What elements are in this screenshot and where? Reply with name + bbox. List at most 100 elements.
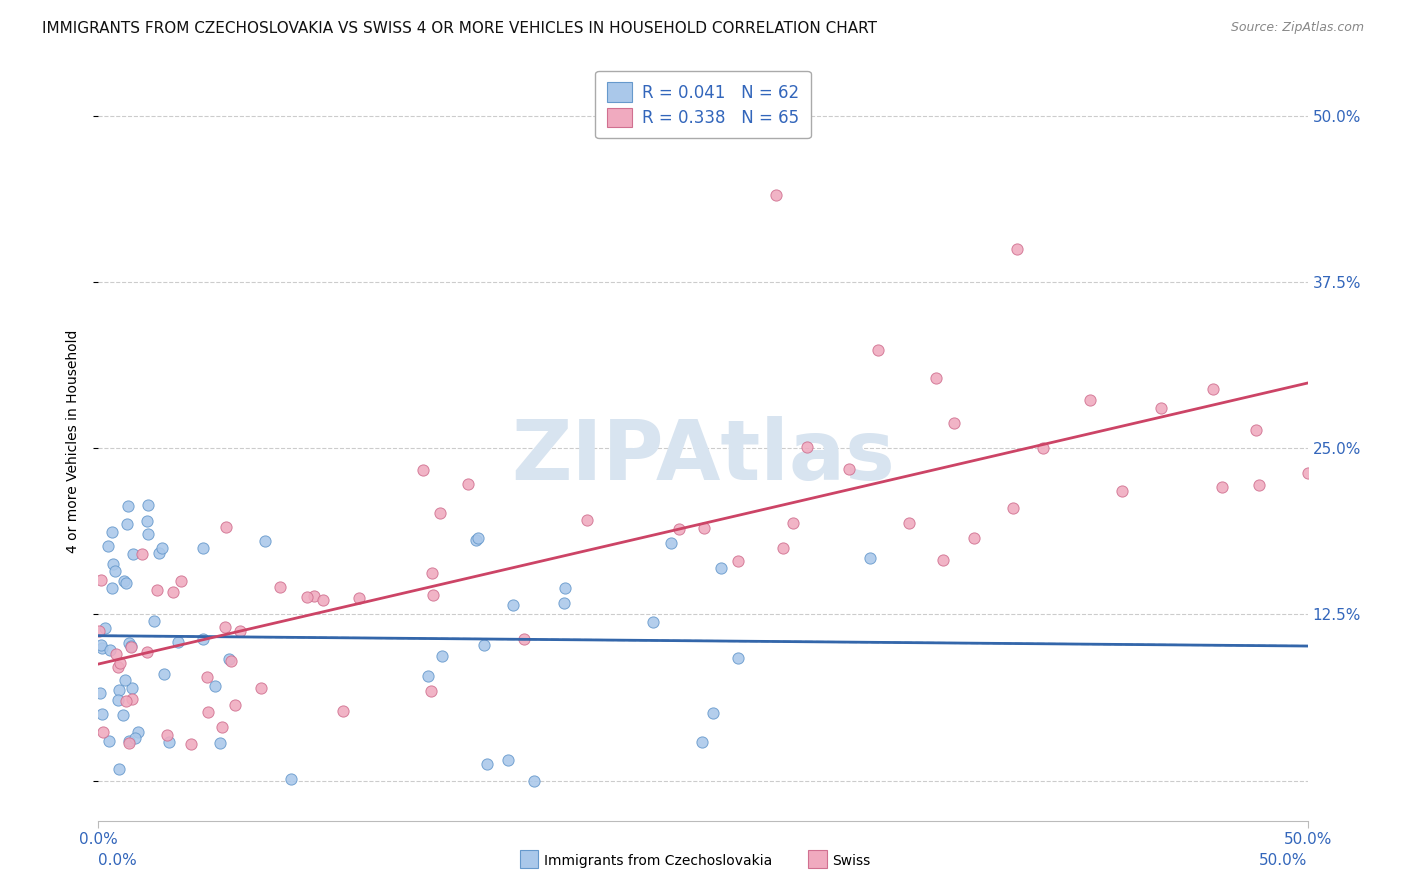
Point bbox=[104, 564, 127, 578]
Point bbox=[1111, 483, 1133, 498]
Point bbox=[127, 725, 149, 739]
Point bbox=[304, 590, 326, 604]
Point bbox=[962, 531, 984, 545]
Point bbox=[576, 513, 599, 527]
Point bbox=[1002, 500, 1025, 515]
Point bbox=[219, 654, 242, 668]
Point bbox=[112, 574, 135, 589]
Point bbox=[457, 477, 479, 491]
Point bbox=[136, 498, 159, 512]
Bar bbox=[808, 850, 827, 868]
Point bbox=[97, 540, 120, 554]
Point bbox=[553, 596, 575, 610]
Point bbox=[136, 527, 159, 541]
Point bbox=[214, 520, 236, 534]
Point bbox=[108, 683, 131, 698]
Point bbox=[1211, 480, 1233, 494]
Text: Swiss: Swiss bbox=[832, 854, 870, 868]
Point bbox=[727, 554, 749, 568]
Point bbox=[146, 582, 169, 597]
Point bbox=[114, 673, 136, 688]
Point bbox=[420, 566, 443, 580]
Point bbox=[118, 734, 141, 748]
Text: ZIPAtlas: ZIPAtlas bbox=[510, 417, 896, 497]
Point bbox=[866, 343, 889, 357]
Point bbox=[107, 659, 129, 673]
Text: 0.0%: 0.0% bbox=[98, 853, 138, 868]
Point bbox=[209, 736, 232, 750]
Point bbox=[418, 669, 440, 683]
Point bbox=[765, 188, 787, 202]
Point bbox=[166, 634, 188, 648]
Point bbox=[90, 573, 112, 587]
Point bbox=[295, 590, 318, 604]
Point bbox=[121, 681, 143, 695]
Point bbox=[419, 683, 441, 698]
Point bbox=[1032, 441, 1054, 455]
Point bbox=[107, 762, 129, 776]
Point bbox=[502, 598, 524, 612]
Point bbox=[107, 693, 129, 707]
Point bbox=[772, 541, 794, 555]
Point bbox=[101, 525, 124, 540]
Point bbox=[170, 574, 193, 589]
Point bbox=[1249, 478, 1271, 492]
Point bbox=[496, 754, 519, 768]
Point bbox=[117, 635, 139, 649]
Point bbox=[121, 692, 143, 706]
Point bbox=[943, 416, 966, 430]
Point bbox=[204, 679, 226, 693]
Point bbox=[191, 541, 214, 555]
Point bbox=[897, 516, 920, 531]
Point bbox=[796, 441, 818, 455]
Point bbox=[312, 592, 335, 607]
Point bbox=[98, 642, 121, 657]
Point bbox=[180, 737, 202, 751]
Point bbox=[153, 667, 176, 681]
Point bbox=[155, 728, 177, 742]
Text: 50.0%: 50.0% bbox=[1260, 853, 1308, 868]
Point bbox=[87, 624, 110, 638]
Point bbox=[97, 733, 120, 747]
Point bbox=[661, 536, 683, 550]
Point bbox=[702, 706, 724, 721]
Point bbox=[124, 731, 146, 745]
Point bbox=[118, 736, 141, 750]
Point bbox=[135, 645, 157, 659]
Point bbox=[120, 639, 142, 653]
Point bbox=[253, 534, 276, 549]
Point bbox=[115, 517, 138, 532]
Point bbox=[859, 551, 882, 566]
Point bbox=[90, 638, 112, 652]
Point bbox=[838, 461, 860, 475]
Point bbox=[349, 591, 371, 605]
Point bbox=[105, 648, 128, 662]
Text: Source: ZipAtlas.com: Source: ZipAtlas.com bbox=[1230, 21, 1364, 34]
Point bbox=[554, 581, 576, 595]
Point bbox=[512, 632, 534, 647]
Point bbox=[191, 632, 214, 646]
Point bbox=[332, 704, 354, 718]
Point bbox=[214, 620, 236, 634]
Point bbox=[467, 531, 489, 545]
Point bbox=[523, 773, 546, 788]
Point bbox=[727, 650, 749, 665]
Point bbox=[250, 681, 273, 696]
Point bbox=[197, 706, 219, 720]
Point bbox=[120, 640, 142, 655]
Point bbox=[280, 772, 302, 786]
Point bbox=[148, 546, 170, 560]
Point bbox=[1078, 392, 1101, 407]
Point bbox=[89, 686, 111, 700]
Text: IMMIGRANTS FROM CZECHOSLOVAKIA VS SWISS 4 OR MORE VEHICLES IN HOUSEHOLD CORRELAT: IMMIGRANTS FROM CZECHOSLOVAKIA VS SWISS … bbox=[42, 21, 877, 36]
Point bbox=[641, 615, 664, 630]
Point bbox=[1296, 467, 1319, 481]
Point bbox=[111, 708, 134, 723]
Point bbox=[412, 463, 434, 477]
Point bbox=[157, 735, 180, 749]
Point bbox=[465, 533, 488, 548]
Point bbox=[122, 547, 145, 561]
Point bbox=[218, 652, 240, 666]
Point bbox=[710, 560, 733, 574]
Point bbox=[115, 576, 138, 591]
